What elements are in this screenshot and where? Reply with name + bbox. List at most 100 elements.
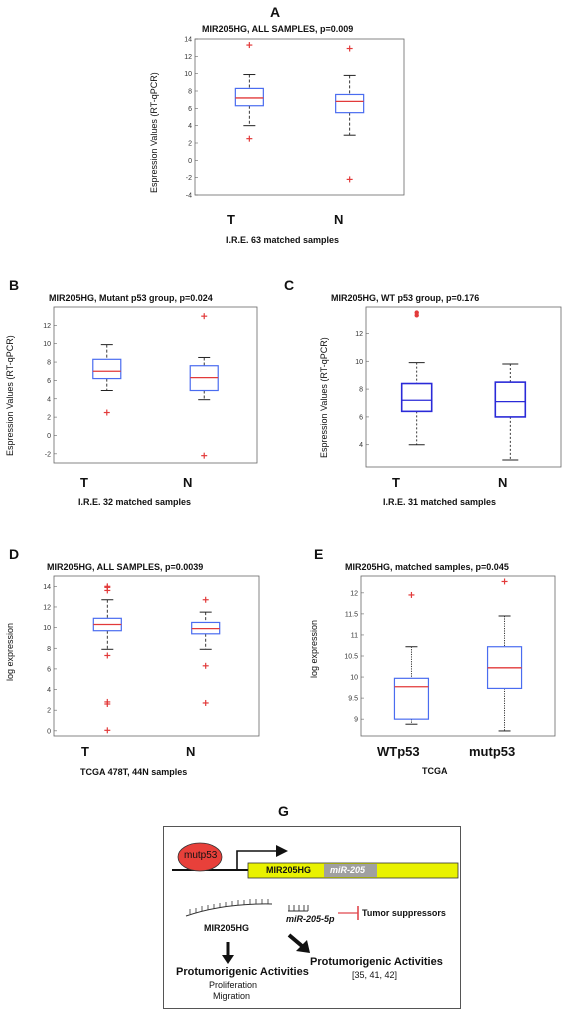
y-tick-label-5: 8 <box>47 360 51 367</box>
x-category-a-1: N <box>334 212 344 227</box>
box-1-outlier-0 <box>202 596 209 603</box>
y-tick-label-0: -2 <box>45 451 51 458</box>
box-1-outlier-1 <box>201 452 208 459</box>
y-tick-label-5: 10 <box>43 625 51 632</box>
y-axis-label-b: Espression Values (RT-qPCR) <box>5 335 15 456</box>
y-tick-label-9: 14 <box>184 37 192 44</box>
schematic-graphics <box>172 842 459 964</box>
panel-letter-b: B <box>9 277 20 293</box>
plot-frame <box>194 38 405 196</box>
y-tick-label-6: 12 <box>43 604 51 611</box>
lncrna-transcript <box>185 903 273 917</box>
left-down-arrow-head <box>222 955 234 964</box>
x-category-b-1: N <box>183 475 193 490</box>
box-1-outlier-0 <box>201 313 208 320</box>
mir205hg-gene-label: MIR205HG <box>266 865 312 875</box>
chart-title-a: MIR205HG, ALL SAMPLES, p=0.009 <box>202 24 354 34</box>
box-0-outlier-2 <box>104 583 111 590</box>
y-tick-label-3: 6 <box>47 666 51 673</box>
box-0-outlier-1 <box>246 135 253 142</box>
x-category-c-1: N <box>498 475 508 490</box>
box-0-outlier-0 <box>408 591 415 598</box>
y-tick-label-0: -4 <box>186 193 192 200</box>
y-tick-label-2: 4 <box>47 687 51 694</box>
panel-letter-d: D <box>9 546 20 562</box>
x-category-c-0: T <box>392 475 400 490</box>
mutp53-label: mutp53 <box>184 850 218 861</box>
y-tick-label-6: 10 <box>43 341 51 348</box>
box-0-iqr-box <box>400 382 433 413</box>
y-tick-label-3: 10.5 <box>344 654 358 661</box>
right-activity-refs: [35, 41, 42] <box>352 970 398 980</box>
y-tick-label-0: 9 <box>354 717 358 724</box>
panel-letter-c: C <box>284 277 295 293</box>
y-axis-label-e: log expression <box>309 619 319 678</box>
y-tick-label-2: 0 <box>188 158 192 165</box>
box-1-outlier-1 <box>346 176 353 183</box>
boxplot-c: 4 6 8 10 12 <box>355 306 562 468</box>
box-0-outlier-1 <box>414 310 419 315</box>
lncrna-transcript-ticks <box>189 899 269 914</box>
y-tick-label-3: 10 <box>355 359 363 366</box>
x-axis-caption-c: I.R.E. 31 matched samples <box>383 497 497 507</box>
panel-letter-a: A <box>270 4 281 20</box>
pathway-schematic: mutp53 MIR205HG miR-205 MIR205HG miR-205… <box>163 826 461 1009</box>
box-1-iqr-box <box>335 93 365 114</box>
box-0-outlier-6 <box>104 727 111 734</box>
y-tick-label-3: 2 <box>188 141 192 148</box>
left-activity-label: Protumorigenic Activities <box>176 966 309 978</box>
y-tick-label-2: 8 <box>359 387 363 394</box>
x-category-a-0: T <box>227 212 235 227</box>
y-tick-label-7: 10 <box>184 71 192 78</box>
y-tick-label-1: -2 <box>186 175 192 182</box>
box-1-outlier-0 <box>501 578 508 585</box>
chart-title-c: MIR205HG, WT p53 group, p=0.176 <box>331 293 480 303</box>
box-1-outlier-1 <box>202 662 209 669</box>
boxplot-a: -4 -2 0 2 4 6 8 10 12 14 <box>184 37 405 200</box>
y-tick-label-5: 11.5 <box>345 611 358 618</box>
box-0-outlier-0 <box>103 409 110 416</box>
y-tick-label-4: 8 <box>47 646 51 653</box>
box-0-iqr-box <box>92 358 122 380</box>
boxplot-d: 0 2 4 6 8 10 12 14 <box>43 575 260 737</box>
mirna-ticks <box>288 905 309 912</box>
boxplot-e: 9 9.5 10 10.5 11 11.5 12 <box>344 575 556 737</box>
x-category-b-0: T <box>80 475 88 490</box>
panel-letter-g: G <box>278 803 289 819</box>
box-0-iqr-box <box>393 677 430 720</box>
x-category-e-0: WTp53 <box>377 744 420 759</box>
box-1-outlier-0 <box>346 45 353 52</box>
y-tick-label-3: 4 <box>47 396 51 403</box>
tss-arrow <box>236 850 276 870</box>
boxplot-b: -2 0 2 4 6 8 10 12 <box>43 306 258 464</box>
mutp53-oval <box>177 842 223 872</box>
y-tick-label-2: 10 <box>350 675 358 682</box>
y-axis-label-d: log expression <box>5 622 15 681</box>
mir205-5p-label: miR-205-5p <box>286 914 335 924</box>
y-tick-label-4: 6 <box>47 378 51 385</box>
right-diagonal-arrow-shaft <box>287 933 304 948</box>
box-0-iqr-box <box>234 87 264 107</box>
y-tick-label-4: 12 <box>355 331 363 338</box>
x-axis-caption-e: TCGA <box>422 766 448 776</box>
box-0-outlier-3 <box>104 652 111 659</box>
chart-title-b: MIR205HG, Mutant p53 group, p=0.024 <box>49 293 213 303</box>
x-axis-caption-d: TCGA 478T, 44N samples <box>80 767 188 777</box>
y-tick-label-6: 8 <box>188 89 192 96</box>
y-axis-label-c: Espression Values (RT-qPCR) <box>319 337 329 458</box>
x-category-e-1: mutp53 <box>469 744 516 759</box>
y-tick-label-5: 6 <box>188 106 192 113</box>
x-axis-caption-a: I.R.E. 63 matched samples <box>226 235 340 245</box>
right-activity-label: Protumorigenic Activities <box>310 956 443 968</box>
y-tick-label-6: 12 <box>350 590 358 597</box>
y-tick-label-1: 6 <box>359 414 363 421</box>
y-axis-label-a: Espression Values (RT-qPCR) <box>149 72 159 193</box>
tss-arrow-head <box>276 845 288 857</box>
y-tick-label-2: 2 <box>47 415 51 422</box>
x-axis-caption-b: I.R.E. 32 matched samples <box>78 497 192 507</box>
y-tick-label-8: 12 <box>184 54 192 61</box>
mir205-gene-box <box>324 864 377 877</box>
plot-frame <box>53 575 260 737</box>
chart-title-d: MIR205HG, ALL SAMPLES, p=0.0039 <box>47 562 204 572</box>
plot-frame <box>365 306 562 468</box>
